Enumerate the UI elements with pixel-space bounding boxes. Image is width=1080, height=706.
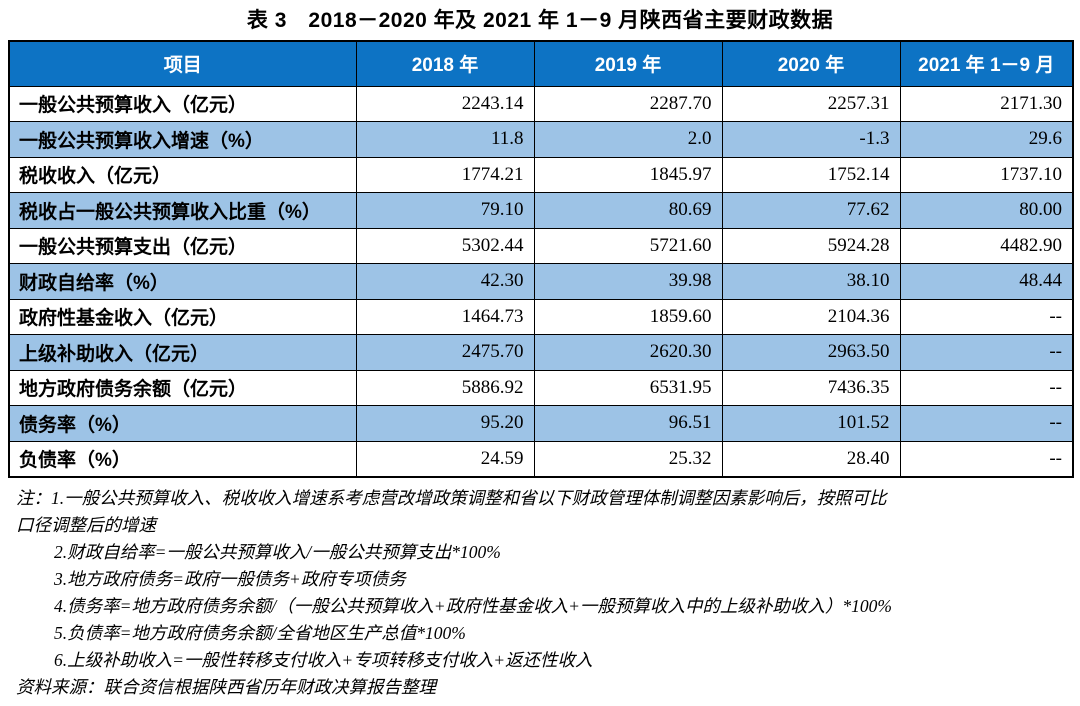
row-value: 2963.50 <box>721 334 901 371</box>
column-header-period: 2020 年 <box>721 40 901 87</box>
row-value: 2.0 <box>533 121 723 158</box>
fiscal-data-table: 项目 2018 年 2019 年 2020 年 2021 年 1－9 月 一般公共预算收… <box>8 40 1074 478</box>
row-value: -- <box>899 369 1074 406</box>
row-value: 2620.30 <box>533 334 723 371</box>
data-source-line: 资料来源：联合资信根据陕西省历年财政决算报告整理 <box>16 676 436 697</box>
row-label: 债务率（%） <box>8 405 357 442</box>
row-label: 一般公共预算收入（亿元） <box>8 85 357 122</box>
footnote-line: 5.负债率=地方政府债务余额/全省地区生产总值*100% <box>54 622 466 643</box>
row-value: 2257.31 <box>721 85 901 122</box>
row-value: 1859.60 <box>533 298 723 335</box>
row-value: 1774.21 <box>355 156 535 193</box>
row-value: 101.52 <box>721 405 901 442</box>
row-value: -- <box>899 440 1074 477</box>
row-value: 42.30 <box>355 263 535 300</box>
row-value: 1845.97 <box>533 156 723 193</box>
row-value: 80.69 <box>533 192 723 229</box>
row-value: 4482.90 <box>899 227 1074 264</box>
row-value: 29.6 <box>899 121 1074 158</box>
row-value: 38.10 <box>721 263 901 300</box>
table-row: 财政自给率（%） 42.30 39.98 38.10 48.44 <box>8 263 1074 300</box>
row-value: 7436.35 <box>721 369 901 406</box>
footnote-line: 3.地方政府债务=政府一般债务+政府专项债务 <box>54 568 406 589</box>
table-row: 债务率（%） 95.20 96.51 101.52 -- <box>8 405 1074 442</box>
column-header-period: 2018 年 <box>355 40 535 87</box>
table-title: 表 3 2018－2020 年及 2021 年 1－9 月陕西省主要财政数据 <box>246 9 834 32</box>
row-label: 财政自给率（%） <box>8 263 357 300</box>
row-value: 24.59 <box>355 440 535 477</box>
row-value: 5886.92 <box>355 369 535 406</box>
row-value: -- <box>899 334 1074 371</box>
row-label: 一般公共预算收入增速（%） <box>8 121 357 158</box>
row-value: -- <box>899 405 1074 442</box>
table-row: 税收占一般公共预算收入比重（%） 79.10 80.69 77.62 80.00 <box>8 192 1074 229</box>
table-row: 负债率（%） 24.59 25.32 28.40 -- <box>8 440 1074 477</box>
row-label: 税收收入（亿元） <box>8 156 357 193</box>
footnote-line: 2.财政自给率=一般公共预算收入/一般公共预算支出*100% <box>54 541 501 562</box>
table-row: 一般公共预算收入（亿元） 2243.14 2287.70 2257.31 2171.30 <box>8 85 1074 122</box>
row-label: 税收占一般公共预算收入比重（%） <box>8 192 357 229</box>
table-row: 税收收入（亿元） 1774.21 1845.97 1752.14 1737.10 <box>8 156 1074 193</box>
row-value: 2104.36 <box>721 298 901 335</box>
row-value: 96.51 <box>533 405 723 442</box>
row-value: 5721.60 <box>533 227 723 264</box>
row-label: 负债率（%） <box>8 440 357 477</box>
row-value: 28.40 <box>721 440 901 477</box>
row-value: 39.98 <box>533 263 723 300</box>
column-header-item: 项目 <box>8 40 357 87</box>
row-value: 48.44 <box>899 263 1074 300</box>
footnote-line: 注：1.一般公共预算收入、税收收入增速系考虑营改增政策调整和省以下财政管理体制调… <box>16 487 887 508</box>
footnote-line: 口径调整后的增速 <box>16 514 156 535</box>
row-value: 2287.70 <box>533 85 723 122</box>
row-value: 25.32 <box>533 440 723 477</box>
row-value: 80.00 <box>899 192 1074 229</box>
table-header-row: 项目 2018 年 2019 年 2020 年 2021 年 1－9 月 <box>8 40 1074 87</box>
row-value: 2243.14 <box>355 85 535 122</box>
table-row: 上级补助收入（亿元） 2475.70 2620.30 2963.50 -- <box>8 334 1074 371</box>
table-row: 地方政府债务余额（亿元） 5886.92 6531.95 7436.35 -- <box>8 369 1074 406</box>
row-value: 95.20 <box>355 405 535 442</box>
column-header-period: 2021 年 1－9 月 <box>899 40 1074 87</box>
row-label: 政府性基金收入（亿元） <box>8 298 357 335</box>
row-value: 1737.10 <box>899 156 1074 193</box>
row-value: 2475.70 <box>355 334 535 371</box>
table-row: 政府性基金收入（亿元） 1464.73 1859.60 2104.36 -- <box>8 298 1074 335</box>
footnote-line: 6.上级补助收入=一般性转移支付收入+专项转移支付收入+返还性收入 <box>54 649 593 670</box>
row-value: 79.10 <box>355 192 535 229</box>
row-value: 11.8 <box>355 121 535 158</box>
row-label: 上级补助收入（亿元） <box>8 334 357 371</box>
footnotes: 注：1.一般公共预算收入、税收收入增速系考虑营改增政策调整和省以下财政管理体制调… <box>16 485 1066 674</box>
row-label: 一般公共预算支出（亿元） <box>8 227 357 264</box>
table-row: 一般公共预算支出（亿元） 5302.44 5721.60 5924.28 4482.90 <box>8 227 1074 264</box>
row-value: 77.62 <box>721 192 901 229</box>
row-value: -1.3 <box>721 121 901 158</box>
row-value: 1464.73 <box>355 298 535 335</box>
row-value: 1752.14 <box>721 156 901 193</box>
table-row: 一般公共预算收入增速（%） 11.8 2.0 -1.3 29.6 <box>8 121 1074 158</box>
footnote-line: 4.债务率=地方政府债务余额/（一般公共预算收入+政府性基金收入+一般预算收入中… <box>54 595 892 616</box>
row-label: 地方政府债务余额（亿元） <box>8 369 357 406</box>
row-value: -- <box>899 298 1074 335</box>
row-value: 2171.30 <box>899 85 1074 122</box>
row-value: 6531.95 <box>533 369 723 406</box>
column-header-period: 2019 年 <box>533 40 723 87</box>
row-value: 5924.28 <box>721 227 901 264</box>
row-value: 5302.44 <box>355 227 535 264</box>
